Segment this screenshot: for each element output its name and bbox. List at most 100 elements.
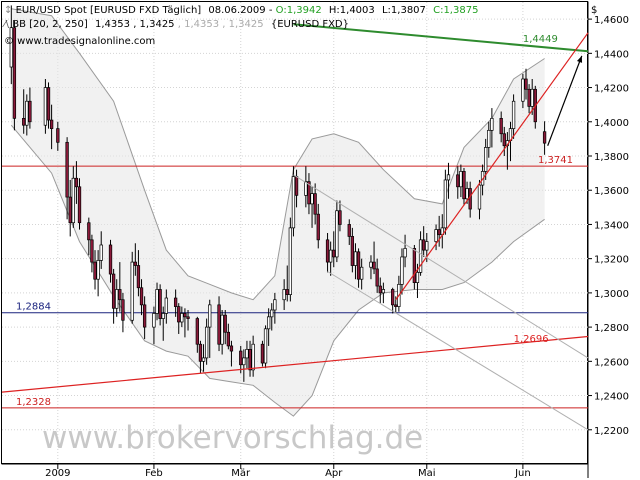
x-tick-label: Mai	[418, 468, 436, 479]
candle-body	[139, 287, 144, 306]
bb-lower-line	[10, 124, 545, 417]
candle-body	[511, 100, 516, 129]
candle-body	[49, 119, 54, 129]
candle-body	[350, 236, 355, 266]
instrument-title: EUR/USD Spot [EURUSD FXD Täglich]	[16, 5, 202, 16]
level-label: 1,2328	[16, 397, 51, 408]
candle-body	[71, 177, 75, 224]
trendline-resistance	[293, 23, 589, 53]
candle-body	[443, 179, 448, 229]
candle-body	[369, 261, 373, 268]
candle-body	[133, 261, 137, 266]
copyright-text: © www.tradesignalonline.com	[4, 36, 155, 47]
watermark-layer: www.brokervorschlag.de	[42, 420, 423, 456]
candle-body	[542, 131, 547, 144]
candle-body	[161, 313, 165, 319]
candle-body	[282, 289, 286, 301]
candle-body	[177, 306, 181, 323]
candle-body	[332, 249, 336, 258]
candle-body	[220, 314, 224, 345]
candle-body	[90, 239, 94, 263]
candle-body	[360, 266, 364, 280]
candle-body	[347, 224, 351, 237]
candle-body	[307, 181, 311, 205]
candle-body	[468, 188, 472, 210]
svg-text:⁄\ BB [20, 2, 250]: ⁄\ BB [20, 2, 250] 1,4353 , 1,3425 , 1,4…	[2, 19, 349, 30]
candle-body	[329, 249, 333, 263]
y-tick-label: 1,4000	[594, 118, 629, 129]
candle-body	[260, 343, 265, 364]
candle-body	[93, 261, 97, 280]
trendline-channel	[327, 271, 589, 431]
candle-body	[425, 241, 429, 251]
candle-body	[446, 174, 451, 181]
candle-body	[115, 289, 119, 309]
candle-body	[68, 196, 72, 224]
candle-body	[152, 313, 156, 328]
bb-icon: ⁄\	[2, 19, 12, 30]
candle-body	[459, 171, 463, 188]
y-tick-label: 1,3400	[594, 220, 629, 231]
trendline-label: 1,4449	[523, 34, 558, 45]
candle-body	[43, 87, 48, 126]
bb-upper-value: 1,4353	[95, 19, 130, 30]
candle-body	[335, 210, 339, 258]
trendline-label: 1,2696	[514, 334, 549, 345]
y-tick-label: 1,4400	[594, 49, 629, 60]
candle-body	[378, 285, 382, 294]
candle-body	[375, 268, 379, 287]
trendline-channel	[293, 174, 589, 359]
candle-body	[239, 350, 243, 366]
candle-body	[530, 88, 534, 107]
header-line-1: ↕ EUR/USD Spot [EURUSD FXD Täglich] 08.0…	[4, 5, 478, 16]
y-tick-label: 1,3200	[594, 255, 629, 266]
candle-body	[121, 299, 125, 321]
candle-body	[136, 265, 141, 289]
candle-body	[462, 171, 466, 200]
candle-body	[310, 193, 314, 205]
x-axis-ticks: 2009 Feb Mär Apr Mai Jun	[45, 464, 531, 479]
bb-lower-value: 1,4353	[184, 19, 219, 30]
candle-body	[195, 318, 199, 345]
candle-body	[400, 256, 404, 285]
candle-body	[437, 229, 441, 236]
candle-body	[108, 244, 113, 275]
candle-body	[183, 313, 187, 318]
y-tick-label: 1,4200	[594, 84, 629, 95]
candle-body	[25, 100, 29, 126]
candle-body	[204, 326, 209, 359]
candle-body	[499, 118, 503, 135]
candle-body	[155, 289, 159, 314]
candle-body	[465, 188, 469, 200]
candle-body	[316, 213, 320, 241]
candle-body	[353, 251, 358, 266]
y-tick-label: 1,2400	[594, 392, 629, 403]
bb-symbol: {EURUSD FXD}	[271, 19, 349, 30]
candle-body	[456, 174, 460, 188]
candle-body	[229, 345, 234, 352]
y-tick-label: 1,3000	[594, 289, 629, 300]
candle-body	[524, 78, 528, 90]
candle-body	[87, 222, 91, 241]
candle-body	[223, 314, 227, 333]
candle-body	[521, 78, 525, 102]
candle-body	[418, 239, 423, 273]
candle-body	[412, 248, 417, 283]
candle-body	[56, 128, 60, 143]
x-tick-label: Mär	[231, 468, 251, 479]
svg-text:↕ EUR/USD Spot [EUR: ↕ EUR/USD Spot [EURUSD FXD Täglich] 08.0…	[4, 5, 478, 16]
candle-body	[415, 272, 420, 283]
candle-body	[325, 239, 330, 263]
candle-body	[201, 357, 206, 362]
y-tick-label: 1,3600	[594, 186, 629, 197]
series-icon: ↕	[4, 5, 16, 16]
candle-body	[490, 118, 494, 131]
candle-body	[291, 176, 296, 229]
candle-body	[487, 129, 491, 148]
header-low: L:1,3807	[382, 5, 426, 16]
x-tick-label: Feb	[145, 468, 163, 479]
candle-body	[28, 100, 32, 123]
candle-body	[173, 297, 178, 307]
